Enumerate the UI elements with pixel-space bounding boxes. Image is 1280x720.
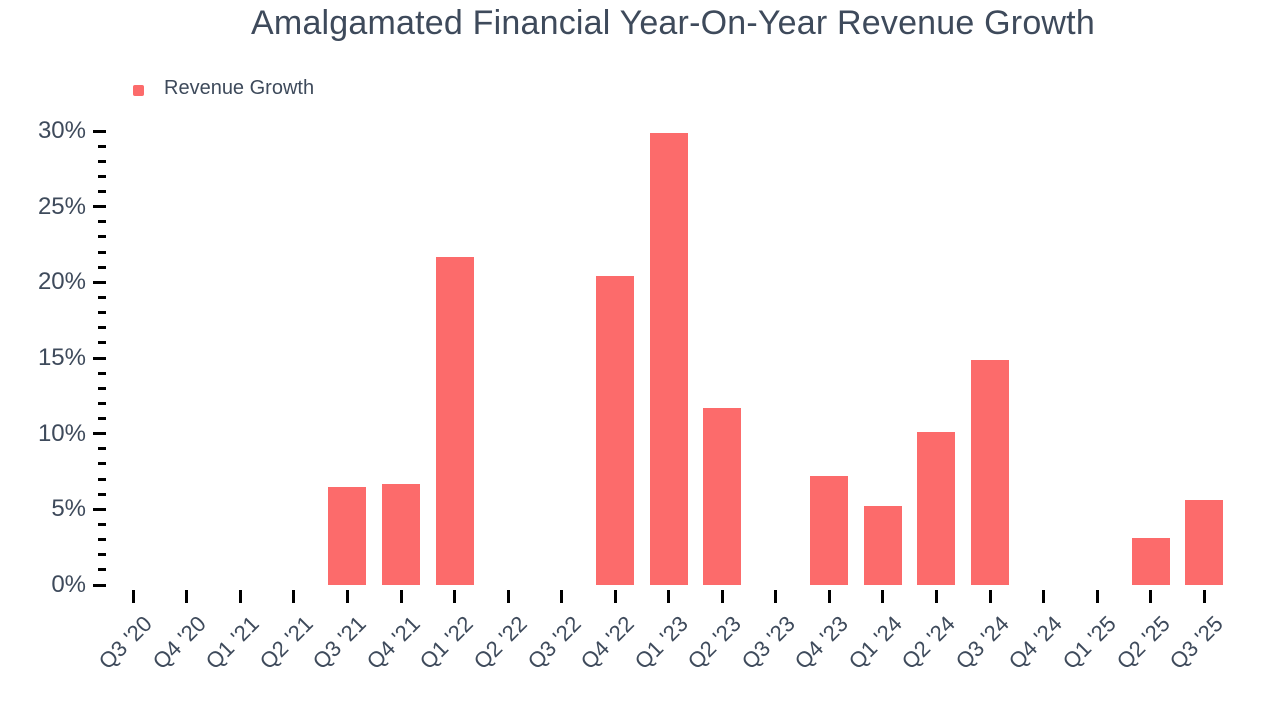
y-minor-tick [98, 190, 106, 194]
x-tick-label: Q4 '20 [147, 611, 211, 675]
y-minor-tick [98, 462, 106, 466]
y-minor-tick [98, 553, 106, 557]
x-tick [720, 590, 724, 603]
y-minor-tick [98, 220, 106, 224]
y-tick-label: 30% [37, 117, 86, 144]
bar-q2-25 [1131, 538, 1170, 585]
bar-q1-24 [863, 506, 902, 585]
x-tick-label: Q1 '25 [1057, 611, 1121, 675]
y-minor-tick [98, 235, 106, 239]
y-minor-tick [98, 386, 106, 390]
x-tick [131, 590, 135, 603]
x-tick [1202, 590, 1206, 603]
bar-q4-21 [382, 483, 421, 585]
y-major-tick [93, 356, 106, 360]
x-tick-label: Q3 '25 [1164, 611, 1228, 675]
x-tick-label: Q1 '22 [415, 611, 479, 675]
y-minor-tick [98, 477, 106, 481]
x-tick-label: Q4 '22 [575, 611, 639, 675]
x-tick [881, 590, 885, 603]
y-tick-label: 25% [37, 192, 86, 220]
x-tick-label: Q2 '23 [682, 611, 746, 675]
bar-q1-23 [649, 132, 688, 585]
y-minor-tick [98, 538, 106, 542]
x-tick-label: Q3 '24 [950, 611, 1014, 675]
y-minor-tick [98, 568, 106, 572]
y-minor-tick [98, 492, 106, 496]
y-major-tick [93, 583, 106, 587]
y-tick-label: 20% [37, 268, 86, 296]
bar-q4-22 [596, 276, 635, 585]
y-tick-label: 5% [51, 495, 86, 523]
y-minor-tick [98, 265, 106, 269]
x-tick [988, 590, 992, 603]
x-tick-label: Q4 '24 [1004, 611, 1068, 675]
x-tick [827, 590, 831, 603]
x-tick-label: Q2 '22 [468, 611, 532, 675]
y-minor-tick [98, 371, 106, 375]
x-tick [934, 590, 938, 603]
y-minor-tick [98, 341, 106, 345]
x-tick [613, 590, 617, 603]
x-tick [292, 590, 296, 603]
x-tick-label: Q1 '24 [843, 611, 907, 675]
x-tick-label: Q2 '25 [1111, 611, 1175, 675]
legend-label: Revenue Growth [164, 77, 315, 99]
x-tick-label: Q3 '23 [736, 611, 800, 675]
y-tick-label: 15% [37, 344, 86, 371]
x-tick [1095, 590, 1099, 603]
x-tick-label: Q2 '21 [254, 611, 318, 675]
x-tick-label: Q4 '23 [790, 611, 854, 675]
y-minor-tick [98, 326, 106, 330]
x-tick [1149, 590, 1153, 603]
bar-q1-22 [435, 256, 474, 585]
x-tick [399, 590, 403, 603]
y-minor-tick [98, 174, 106, 178]
x-tick-label: Q3 '20 [93, 611, 157, 675]
x-tick-label: Q3 '21 [308, 611, 372, 675]
y-tick-label: 10% [37, 419, 86, 447]
bar-q2-24 [917, 432, 956, 585]
x-tick-label: Q1 '23 [629, 611, 693, 675]
y-minor-tick [98, 144, 106, 148]
y-major-tick [93, 129, 106, 133]
x-tick-label: Q1 '21 [201, 611, 265, 675]
y-major-tick [93, 507, 106, 511]
y-minor-tick [98, 522, 106, 526]
x-tick-label: Q2 '24 [897, 611, 961, 675]
x-tick [238, 590, 242, 603]
x-tick [345, 590, 349, 603]
x-tick [453, 590, 457, 603]
x-tick [560, 590, 564, 603]
bar-q2-23 [703, 407, 742, 585]
bar-q4-23 [810, 476, 849, 585]
y-minor-tick [98, 311, 106, 315]
y-minor-tick [98, 447, 106, 451]
chart-title: Amalgamated Financial Year-On-Year Reven… [251, 4, 1095, 42]
y-minor-tick [98, 295, 106, 299]
y-major-tick [93, 432, 106, 436]
bar-q3-24 [971, 359, 1010, 585]
x-tick [1042, 590, 1046, 603]
y-minor-tick [98, 417, 106, 421]
x-tick [774, 590, 778, 603]
bar-q3-25 [1185, 500, 1224, 585]
legend-swatch [133, 84, 144, 96]
x-tick [185, 590, 189, 603]
x-tick-label: Q3 '22 [522, 611, 586, 675]
y-minor-tick [98, 401, 106, 405]
y-tick-label: 0% [51, 571, 86, 598]
y-major-tick [93, 205, 106, 209]
legend: Revenue Growth [133, 77, 314, 100]
x-tick [506, 590, 510, 603]
y-minor-tick [98, 159, 106, 163]
y-minor-tick [98, 250, 106, 254]
y-major-tick [93, 280, 106, 284]
x-tick-label: Q4 '21 [361, 611, 425, 675]
x-tick [667, 590, 671, 603]
bar-q3-21 [328, 486, 367, 585]
